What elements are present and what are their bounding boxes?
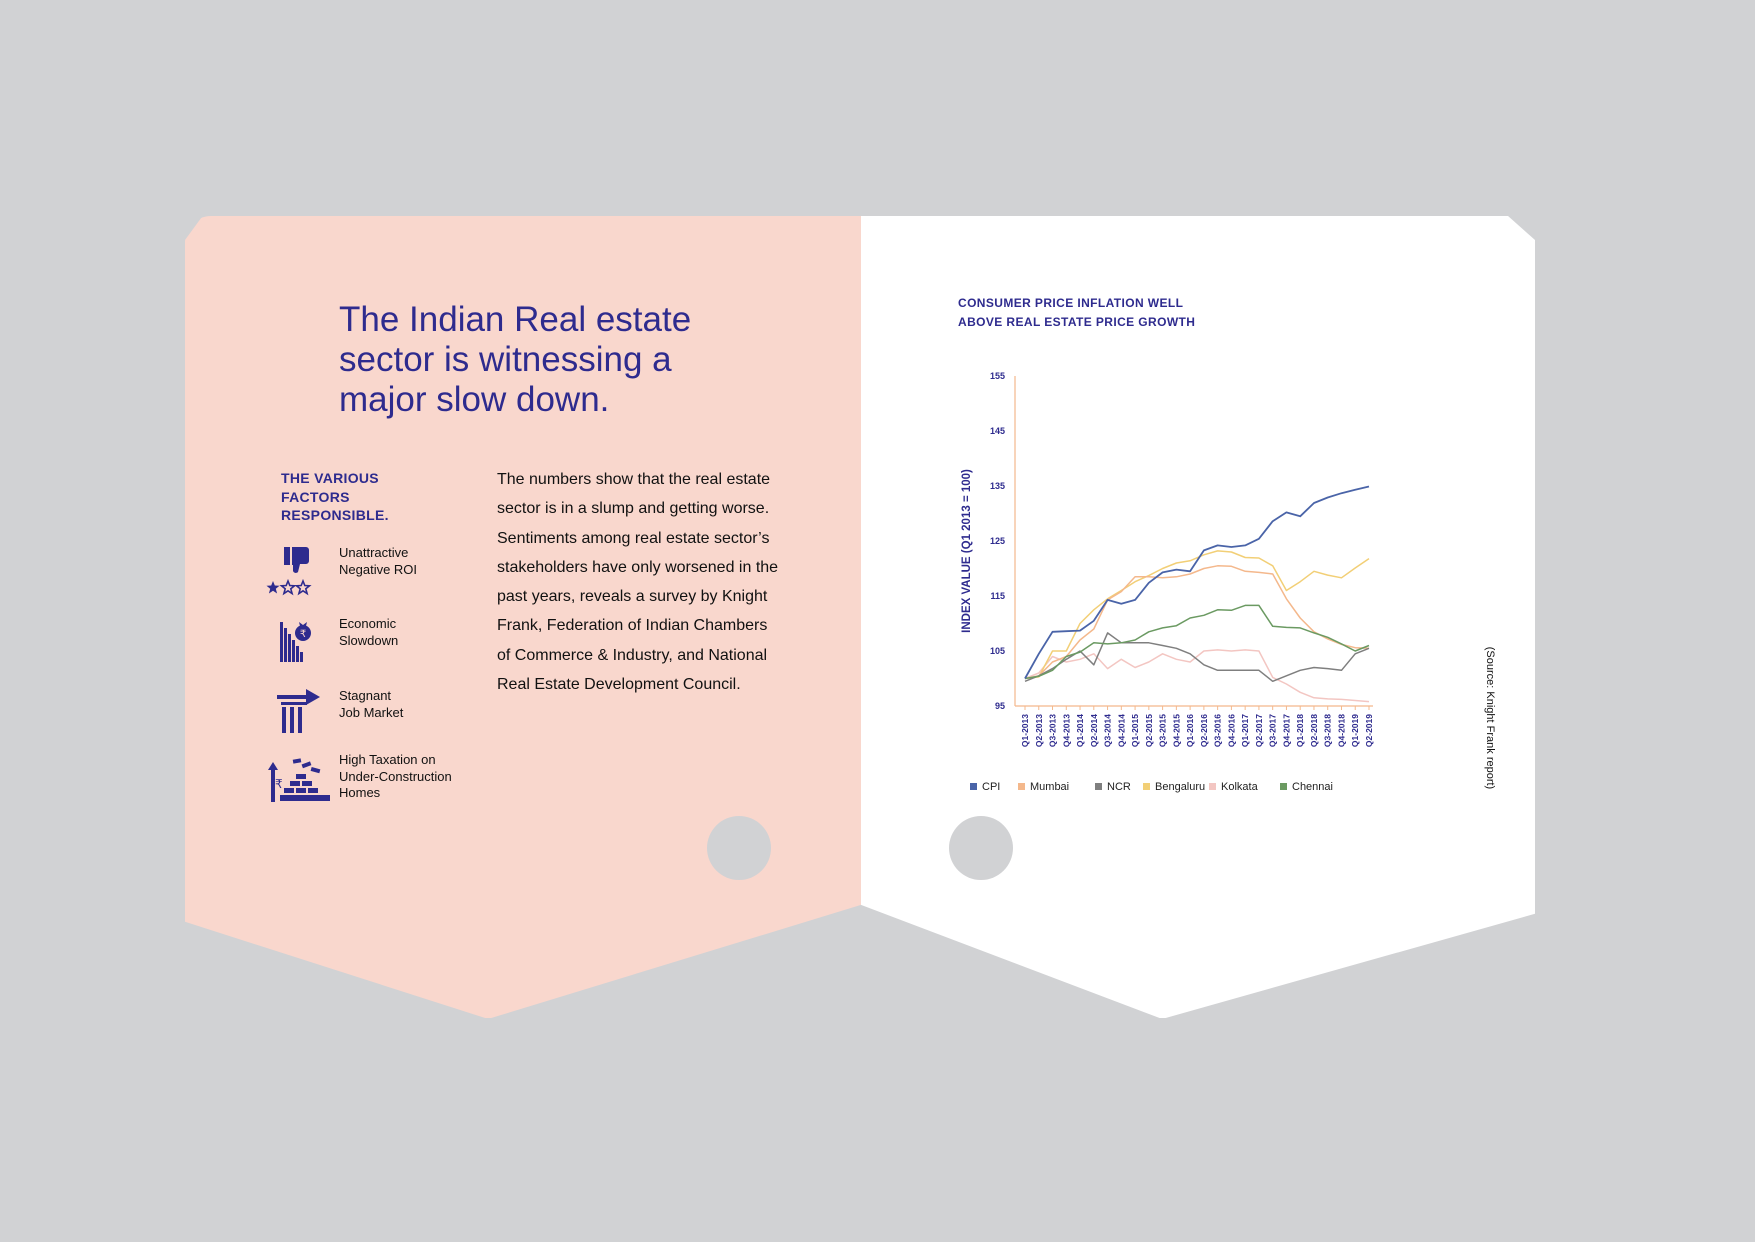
factor-item-negative-roi: Unattractive Negative ROI — [262, 545, 482, 605]
svg-text:₹: ₹ — [275, 777, 283, 791]
factor-label: High Taxation on Under-Construction Home… — [339, 752, 452, 800]
x-tick-label: Q2-2013 — [1034, 714, 1044, 747]
svg-text:₹: ₹ — [300, 629, 306, 640]
x-tick-label: Q4-2013 — [1061, 714, 1071, 747]
left-panel — [185, 216, 861, 1018]
x-tick-label: Q2-2015 — [1144, 714, 1154, 747]
x-tick-label: Q3-2014 — [1103, 714, 1113, 747]
x-tick-label: Q2-2014 — [1089, 714, 1099, 747]
factor-label: Stagnant Job Market — [339, 688, 404, 720]
series-line-cpi — [1024, 485, 1370, 679]
legend-swatch-bengaluru — [1143, 783, 1150, 790]
x-tick-label: Q1-2018 — [1295, 714, 1305, 747]
legend-label-ncr: NCR — [1107, 781, 1131, 793]
y-tick-label: 135 — [990, 481, 1005, 491]
y-tick-label: 95 — [995, 701, 1005, 711]
series-line-bengaluru — [1024, 550, 1370, 680]
x-tick-label: Q1-2015 — [1130, 714, 1140, 747]
binder-hole-right — [949, 816, 1013, 880]
rupee-bricks-icon: ₹ — [268, 758, 330, 802]
x-tick-label: Q3-2013 — [1048, 714, 1058, 747]
legend-label-kolkata: Kolkata — [1221, 781, 1259, 793]
legend-swatch-cpi — [970, 783, 977, 790]
factor-item-economic-slowdown: ₹ Economic Slowdown — [262, 616, 482, 676]
legend-swatch-chennai — [1280, 783, 1287, 790]
x-tick-label: Q2-2018 — [1309, 714, 1319, 747]
x-tick-label: Q3-2015 — [1158, 714, 1168, 747]
x-tick-label: Q4-2018 — [1336, 714, 1346, 747]
x-tick-label: Q1-2017 — [1240, 714, 1250, 747]
legend-swatch-kolkata — [1209, 783, 1216, 790]
series-line-ncr — [1024, 632, 1370, 683]
y-axis-label: INDEX VALUE (Q1 2013 = 100) — [961, 469, 973, 633]
factor-item-high-taxation: ₹ High Taxation on Under-Construction Ho… — [262, 752, 482, 812]
legend-label-cpi: CPI — [982, 781, 1000, 793]
y-tick-label: 125 — [990, 536, 1005, 546]
x-tick-label: Q1-2014 — [1075, 714, 1085, 747]
y-tick-label: 155 — [990, 371, 1005, 381]
line-chart: 95 105 115 125 135 145 155 Q1-2013 Q2-2013 Q3-201… — [961, 371, 1374, 793]
factors-heading: THE VARIOUS FACTORS RESPONSIBLE. — [281, 470, 389, 523]
x-tick-label: Q4-2015 — [1171, 714, 1181, 747]
series-line-kolkata — [1024, 649, 1370, 703]
series-line-mumbai — [1024, 565, 1370, 680]
x-tick-label: Q4-2016 — [1226, 714, 1236, 747]
y-tick-label: 145 — [990, 426, 1005, 436]
legend-label-bengaluru: Bengaluru — [1155, 781, 1205, 793]
x-tick-label: Q1-2013 — [1020, 714, 1030, 747]
legend-swatch-mumbai — [1018, 783, 1025, 790]
x-tick-label: Q1-2019 — [1350, 714, 1360, 747]
thumbs-down-stars-icon — [266, 547, 312, 596]
x-tick-label: Q4-2014 — [1116, 714, 1126, 747]
page-headline: The Indian Real estate sector is witness… — [339, 300, 692, 419]
x-tick-label: Q2-2016 — [1199, 714, 1209, 747]
x-tick-label: Q2-2017 — [1254, 714, 1264, 747]
binder-hole-left — [707, 816, 771, 880]
body-paragraph: The numbers show that the real estate se… — [497, 471, 779, 694]
chart-title: CONSUMER PRICE INFLATION WELL ABOVE REAL… — [958, 296, 1196, 329]
rupee-bag-decline-icon: ₹ — [280, 622, 311, 662]
x-tick-label: Q3-2018 — [1323, 714, 1333, 747]
x-tick-label: Q3-2016 — [1213, 714, 1223, 747]
y-tick-label: 105 — [990, 646, 1005, 656]
legend-swatch-ncr — [1095, 783, 1102, 790]
x-tick-label: Q4-2017 — [1281, 714, 1291, 747]
x-tick-label: Q2-2019 — [1364, 714, 1374, 747]
factor-label: Economic Slowdown — [339, 616, 399, 648]
pillar-arrow-icon — [277, 689, 320, 733]
x-tick-label: Q1-2016 — [1185, 714, 1195, 747]
series-line-chennai — [1024, 604, 1370, 680]
factor-label: Unattractive Negative ROI — [339, 545, 418, 577]
legend-label-mumbai: Mumbai — [1030, 781, 1069, 793]
legend-label-chennai: Chennai — [1292, 781, 1333, 793]
source-note: (Source: Knight Frank report) — [1484, 646, 1496, 790]
x-tick-label: Q3-2017 — [1268, 714, 1278, 747]
factor-item-stagnant-jobs: Stagnant Job Market — [262, 688, 482, 748]
y-tick-label: 115 — [990, 591, 1005, 601]
